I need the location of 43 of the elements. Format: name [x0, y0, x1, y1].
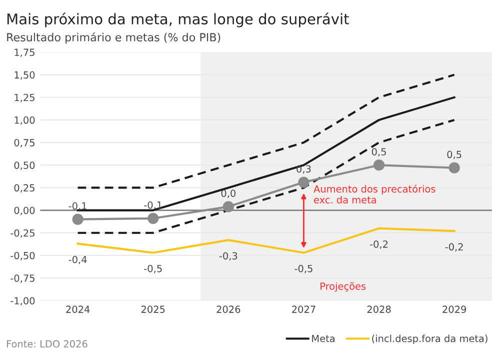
- y-tick-label: 0,00: [14, 206, 35, 216]
- data-label: 0,3: [296, 165, 311, 174]
- y-tick-label: 1,25: [14, 94, 34, 102]
- data-label: -0,5: [294, 264, 312, 274]
- data-label: 0,0: [221, 190, 236, 198]
- data-label: 0,5: [447, 150, 462, 160]
- data-label: -0,1: [68, 202, 86, 211]
- data-label: -0,3: [219, 252, 238, 261]
- data-label: -0,4: [68, 256, 87, 264]
- y-tick-label: 0,75: [14, 139, 34, 148]
- x-tick-label: 2025: [141, 306, 165, 313]
- y-tick-label: -0,75: [10, 274, 34, 283]
- point: [373, 160, 385, 171]
- chart-title: Mais próximo da meta, mas longe do superávit: [7, 12, 349, 28]
- y-tick-label: -0,50: [10, 252, 35, 260]
- y-tick-label: -0,25: [10, 229, 34, 238]
- y-tick-label: 1,00: [14, 116, 35, 125]
- y-tick-label: 1,50: [14, 71, 35, 80]
- y-tick-label: -1,00: [10, 297, 35, 306]
- data-label: -0,2: [370, 240, 388, 249]
- point: [72, 214, 84, 225]
- legend-label: Meta: [312, 334, 334, 342]
- source-note: Fonte: LDO 2026: [6, 340, 88, 348]
- chart-subtitle: Resultado primário e metas (% do PIB): [7, 32, 220, 44]
- point: [448, 162, 460, 174]
- point: [148, 212, 159, 224]
- y-tick-label: 0,50: [14, 162, 35, 170]
- x-tick-label: 2027: [292, 306, 316, 313]
- point: [298, 176, 310, 188]
- y-tick-label: 0,25: [14, 184, 34, 193]
- x-tick-label: 2024: [66, 306, 90, 313]
- annotation: Projeções: [320, 282, 366, 292]
- point: [222, 201, 234, 212]
- annotation: Aumento dos precatórios exc. da meta: [314, 184, 436, 204]
- x-tick-label: 2028: [367, 306, 391, 313]
- x-tick-label: 2026: [216, 306, 240, 313]
- data-label: 0,5: [372, 148, 386, 156]
- data-label: -0,5: [144, 264, 162, 274]
- legend-label: (incl.desp.fora da meta): [372, 334, 488, 344]
- y-tick-label: 1,75: [14, 48, 34, 58]
- data-label: -0,2: [445, 243, 463, 252]
- data-label: -0,1: [144, 201, 162, 210]
- x-tick-label: 2029: [442, 306, 466, 313]
